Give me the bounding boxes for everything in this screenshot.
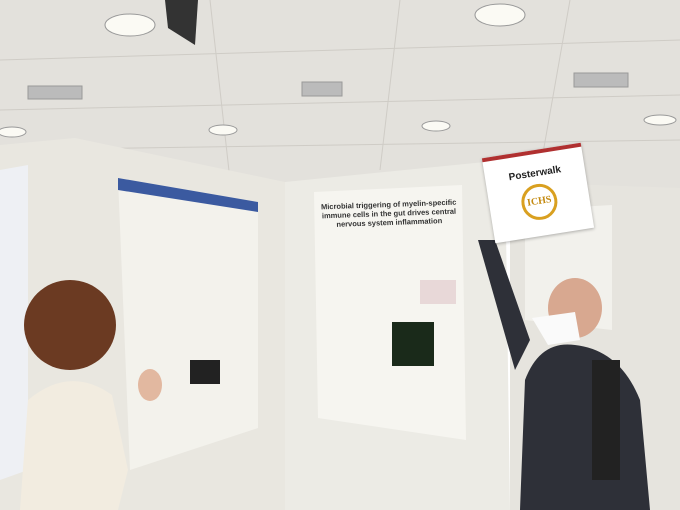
ceiling-lights xyxy=(0,3,677,138)
middle-poster-chart xyxy=(420,280,456,304)
sign-logo: ICHS xyxy=(518,181,561,223)
man-mask xyxy=(532,312,580,345)
left-poster-figure xyxy=(190,360,220,384)
middle-poster xyxy=(314,185,466,440)
posterwalk-sign: Posterwalk ICHS xyxy=(481,142,595,244)
middle-poster-figure xyxy=(392,322,434,366)
left-edge-poster xyxy=(0,165,28,480)
man-arm xyxy=(478,240,530,370)
left-poster-header xyxy=(118,178,258,212)
sign-title: Posterwalk xyxy=(508,164,562,184)
woman-body xyxy=(20,381,128,510)
woman-hand xyxy=(138,369,162,401)
left-poster xyxy=(118,178,258,470)
woman-hair xyxy=(24,280,116,370)
hanging-banner xyxy=(165,0,198,45)
backpack-strap xyxy=(592,360,620,480)
poster-title: Microbial triggering of myelin-specific … xyxy=(320,197,457,229)
